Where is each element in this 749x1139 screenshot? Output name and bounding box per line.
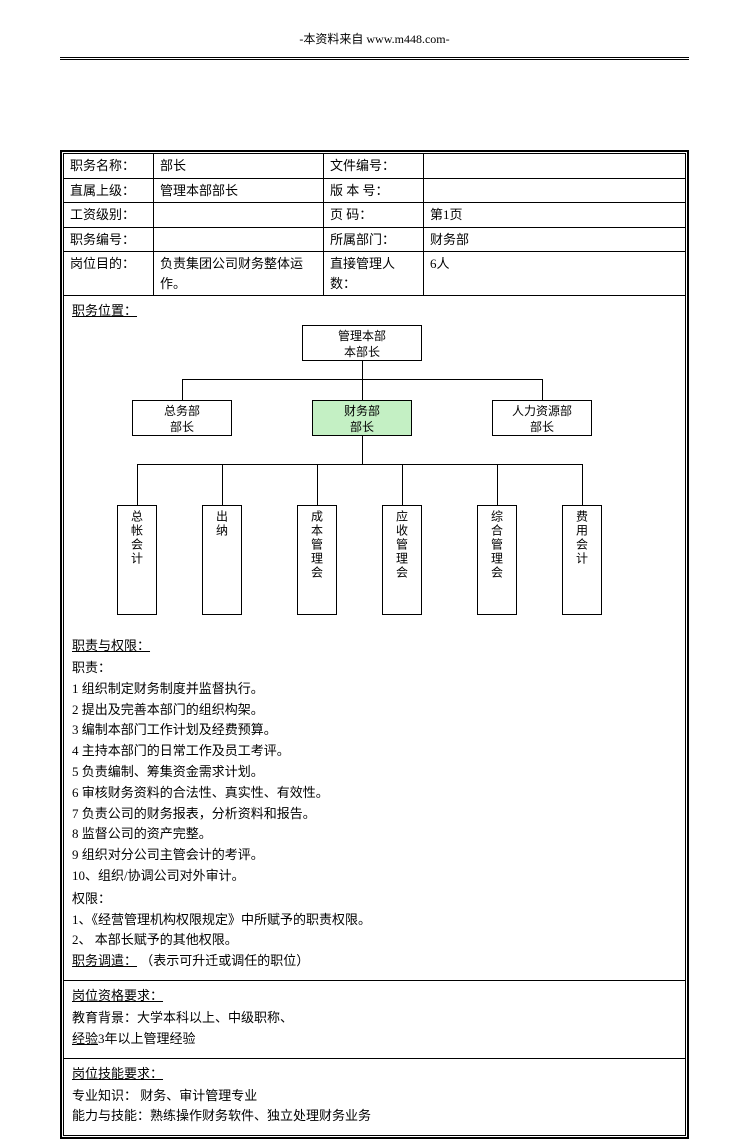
org-node: 总务部部长 (132, 400, 232, 436)
duties-sublabel: 职责： (72, 658, 677, 679)
duties-title: 职责与权限： (72, 635, 677, 654)
cell-value: 管理本部部长 (154, 178, 324, 203)
org-node: 人力资源部部长 (492, 400, 592, 436)
qual-exp-text: 3年以上管理经验 (98, 1031, 196, 1046)
qual-exp-label: 经验 (72, 1031, 98, 1046)
table-row: 职务编号： 所属部门： 财务部 (64, 227, 686, 252)
org-leaf: 出纳 (202, 505, 242, 615)
cell-value: 财务部 (424, 227, 686, 252)
auth-item: 2、 本部长赋予的其他权限。 (72, 930, 677, 951)
skill-line: 能力与技能：熟练操作财务软件、独立处理财务业务 (72, 1106, 677, 1127)
cell-value: 第1页 (424, 203, 686, 228)
cell-value (154, 203, 324, 228)
cell-label: 直属上级： (64, 178, 154, 203)
auth-list: 1、《经营管理机构权限规定》中所赋予的职责权限。2、 本部长赋予的其他权限。 (72, 910, 677, 952)
qual-title: 岗位资格要求： (72, 985, 677, 1004)
header-rule (60, 57, 689, 60)
duty-item: 1 组织制定财务制度并监督执行。 (72, 679, 677, 700)
cell-value: 6人 (424, 252, 686, 296)
cell-label: 所属部门： (324, 227, 424, 252)
skill-title: 岗位技能要求： (72, 1063, 677, 1082)
cell-value (424, 154, 686, 179)
org-connector (317, 464, 318, 505)
table-row: 岗位目的： 负责集团公司财务整体运作。 直接管理人数： 6人 (64, 252, 686, 296)
cell-label: 职务名称： (64, 154, 154, 179)
qual-line: 经验3年以上管理经验 (72, 1029, 677, 1050)
duty-item: 7 负责公司的财务报表，分析资料和报告。 (72, 804, 677, 825)
section-position: 职务位置： 管理本部本部长总务部部长 财务部部长 人力资源部部长总帐会计 出纳 成本管理… (63, 296, 686, 981)
table-row: 工资级别： 页 码： 第1页 (64, 203, 686, 228)
org-leaf: 成本管理会 (297, 505, 337, 615)
org-connector (362, 361, 363, 379)
table-row: 直属上级： 管理本部部长 版 本 号： (64, 178, 686, 203)
header-source: -本资料来自 www.m448.com- (60, 30, 689, 51)
cell-label: 职务编号： (64, 227, 154, 252)
duty-item: 8 监督公司的资产完整。 (72, 824, 677, 845)
cell-value: 负责集团公司财务整体运作。 (154, 252, 324, 296)
transfer-line: 职务调遣： （表示可升迁或调任的职位） (72, 951, 677, 972)
org-leaf: 综合管理会 (477, 505, 517, 615)
cell-label: 直接管理人数： (324, 252, 424, 296)
org-connector (362, 436, 363, 464)
org-connector (582, 464, 583, 505)
org-node: 财务部部长 (312, 400, 412, 436)
auth-item: 1、《经营管理机构权限规定》中所赋予的职责权限。 (72, 910, 677, 931)
duty-item: 10、组织/协调公司对外审计。 (72, 866, 677, 887)
org-leaf: 应收管理会 (382, 505, 422, 615)
duty-item: 9 组织对分公司主管会计的考评。 (72, 845, 677, 866)
duty-item: 2 提出及完善本部门的组织构架。 (72, 700, 677, 721)
duty-item: 5 负责编制、筹集资金需求计划。 (72, 762, 677, 783)
skill-line: 专业知识： 财务、审计管理专业 (72, 1086, 677, 1107)
org-leaf: 费用会计 (562, 505, 602, 615)
org-connector (222, 464, 223, 505)
table-row: 职务名称： 部长 文件编号： (64, 154, 686, 179)
transfer-label: 职务调遣： (72, 953, 137, 968)
org-connector (542, 379, 543, 400)
cell-label: 版 本 号： (324, 178, 424, 203)
duty-list: 1 组织制定财务制度并监督执行。2 提出及完善本部门的组织构架。3 编制本部门工… (72, 679, 677, 887)
section-qualification: 岗位资格要求： 教育背景：大学本科以上、中级职称、 经验3年以上管理经验 (63, 981, 686, 1059)
org-node: 管理本部本部长 (302, 325, 422, 361)
duty-item: 6 审核财务资料的合法性、真实性、有效性。 (72, 783, 677, 804)
org-connector (137, 464, 582, 465)
section-skill: 岗位技能要求： 专业知识： 财务、审计管理专业 能力与技能：熟练操作财务软件、独… (63, 1059, 686, 1137)
cell-label: 文件编号： (324, 154, 424, 179)
org-leaf: 总帐会计 (117, 505, 157, 615)
org-connector (362, 379, 363, 400)
document-frame: 职务名称： 部长 文件编号： 直属上级： 管理本部部长 版 本 号： 工资级别：… (60, 150, 689, 1139)
cell-value (154, 227, 324, 252)
duty-item: 4 主持本部门的日常工作及员工考评。 (72, 741, 677, 762)
section-title: 职务位置： (72, 300, 677, 319)
cell-label: 工资级别： (64, 203, 154, 228)
cell-label: 页 码： (324, 203, 424, 228)
info-table: 职务名称： 部长 文件编号： 直属上级： 管理本部部长 版 本 号： 工资级别：… (63, 153, 686, 296)
qual-line: 教育背景：大学本科以上、中级职称、 (72, 1008, 677, 1029)
org-connector (182, 379, 183, 400)
org-connector (497, 464, 498, 505)
org-chart: 管理本部本部长总务部部长 财务部部长 人力资源部部长总帐会计 出纳 成本管理会 应收管理会… (72, 325, 677, 635)
duty-item: 3 编制本部门工作计划及经费预算。 (72, 720, 677, 741)
cell-label: 岗位目的： (64, 252, 154, 296)
cell-value: 部长 (154, 154, 324, 179)
org-connector (137, 464, 138, 505)
auth-sublabel: 权限： (72, 889, 677, 910)
transfer-text: （表示可升迁或调任的职位） (140, 953, 309, 968)
org-connector (402, 464, 403, 505)
cell-value (424, 178, 686, 203)
